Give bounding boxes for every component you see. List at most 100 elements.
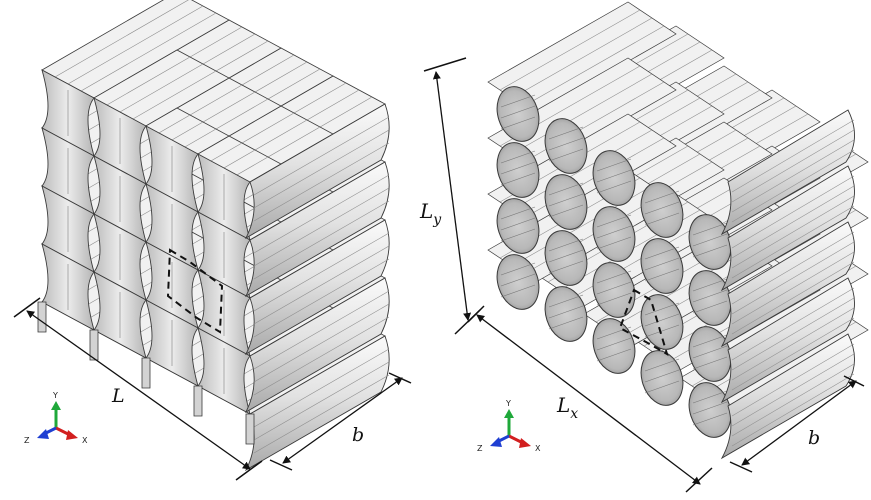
lattice-hole [640,182,684,238]
lattice-groove [500,262,536,276]
lattice-groove [500,228,536,242]
lattice-side-ridge [720,165,855,292]
lattice-groove [253,290,390,370]
depth-label: b [352,424,364,446]
lattice-groove [731,231,855,305]
lattice-groove [644,201,680,215]
lattice-hole [496,198,540,254]
lattice-groove [692,289,728,303]
lattice-groove [731,119,855,193]
lattice-groove [548,126,584,140]
dimension-arrow-icon [423,57,481,335]
lattice-groove [500,161,536,175]
length-x-label: Lx [556,393,578,422]
lattice-groove [511,73,653,155]
lattice-groove [731,297,855,371]
lattice-groove [253,129,390,209]
lattice-groove [731,261,855,335]
lattice-groove [596,236,632,250]
coordinate-triad-icon: Y X Z [24,391,88,445]
lattice-groove [253,142,390,222]
lattice-groove [500,273,536,287]
lattice-groove [67,63,204,143]
lattice-groove [500,116,536,130]
lattice-groove [500,105,536,119]
lattice-groove [731,139,855,213]
lattice-groove [253,245,390,325]
length-label: L [111,385,125,407]
lattice-groove [500,284,536,298]
lattice-groove [731,287,855,361]
lattice-groove [644,190,680,204]
lattice-groove [731,241,855,315]
lattice-groove [596,292,632,306]
lattice-groove [596,281,632,295]
lattice-groove [731,149,855,223]
lattice-hole [544,230,588,286]
lattice-hole [592,206,636,262]
lattice-groove [731,251,855,325]
lattice-groove [644,268,680,282]
lattice-groove [500,94,536,108]
axis-x-label: X [535,444,541,453]
lattice-groove [548,249,584,263]
height-label: Ly [419,199,442,228]
axis-x-label: X [82,436,88,445]
lattice-groove [548,182,584,196]
lattice-hole [496,142,540,198]
lattice-groove [548,204,584,218]
dimension-arrow-icon [269,372,412,471]
lattice-fin [245,413,255,445]
lattice-groove [596,169,632,183]
lattice-groove [500,150,536,164]
lattice-groove [731,129,855,203]
lattice-fin [193,385,203,417]
lattice-groove [500,172,536,186]
lattice-groove [596,158,632,172]
lattice-fin [89,329,99,361]
depth-label-right: b [808,427,820,449]
lattice-groove [523,25,665,107]
axis-z-label: Z [24,436,30,445]
dimension-arrow-icon [729,375,865,473]
right-lattice [487,1,869,460]
lattice-groove [500,217,536,231]
lattice-groove [500,206,536,220]
lattice-groove [499,9,641,91]
coordinate-triad-icon: Y X Z [477,399,541,453]
left-lattice [37,0,390,472]
lattice-groove [80,12,217,92]
lattice-hole [640,238,684,294]
lattice-groove [548,294,584,308]
lattice-hole [496,86,540,142]
lattice-groove [644,257,680,271]
lattice-groove [253,232,390,312]
dimension-arrow-icon [13,297,263,481]
lattice-groove [692,244,728,258]
lattice-hole [544,174,588,230]
lattice-hole [496,254,540,310]
lattice-groove [253,200,390,280]
lattice-side-ridge [720,277,855,404]
lattice-groove [731,185,855,259]
lattice-groove [692,278,728,292]
lattice-groove [731,175,855,249]
axis-z-label: Z [477,444,483,453]
lattice-groove [67,5,204,85]
lattice-side-ridge [720,109,855,236]
lattice-groove [644,212,680,226]
lattice-groove [731,317,855,391]
lattice-groove [548,260,584,274]
lattice-groove [731,307,855,381]
dimension-arrow-icon [467,305,713,493]
lattice-groove [253,187,390,267]
lattice-fin [37,301,47,333]
lattice-groove [692,300,728,314]
lattice-groove [253,116,390,196]
axis-y-label: Y [505,399,511,408]
lattice-hole [544,118,588,174]
lattice-fin [141,357,151,389]
lattice-groove [596,225,632,239]
axis-y-label: Y [52,391,58,400]
